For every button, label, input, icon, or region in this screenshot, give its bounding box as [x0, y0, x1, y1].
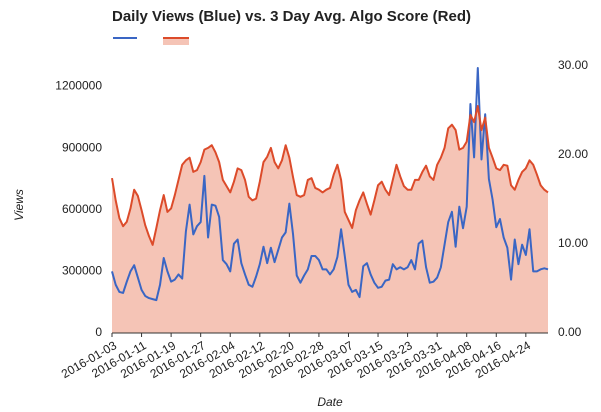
- y-axis-label: Views: [12, 189, 26, 221]
- y2-tick-label: 0.00: [558, 325, 582, 339]
- y2-tick-label: 10.00: [558, 236, 588, 250]
- y-tick-label: 600000: [62, 202, 102, 216]
- y-tick-label: 1200000: [55, 79, 102, 93]
- line: [111, 67, 549, 302]
- y2-tick-label: 30.00: [558, 58, 588, 72]
- y-tick-label: 900000: [62, 140, 102, 154]
- y-tick-label: 0: [95, 325, 102, 339]
- chart-title: Daily Views (Blue) vs. 3 Day Avg. Algo S…: [112, 8, 471, 25]
- x-axis-label: Date: [317, 395, 343, 409]
- legend-swatch: [163, 38, 189, 45]
- y2-tick-label: 20.00: [558, 147, 588, 161]
- line: [111, 105, 549, 246]
- y-tick-label: 300000: [62, 264, 102, 278]
